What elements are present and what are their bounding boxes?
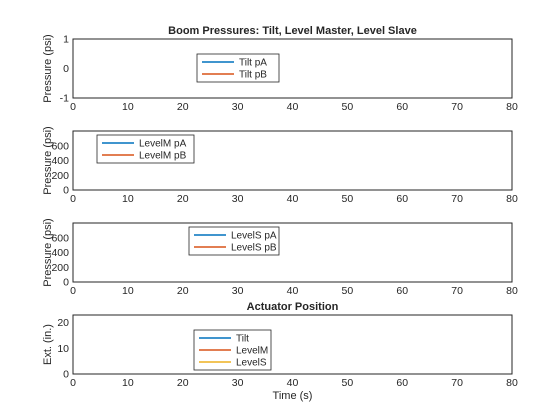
x-tick-label: 10 (122, 377, 134, 389)
y-axis-label: Pressure (psi) (42, 34, 54, 102)
y-axis-label: Pressure (psi) (42, 218, 54, 286)
y-tick-label: 0 (63, 369, 69, 381)
x-tick-label: 80 (506, 377, 518, 389)
x-tick-label: 80 (506, 193, 518, 205)
x-tick-label: 40 (287, 193, 299, 205)
x-tick-label: 10 (122, 101, 134, 113)
axes-box (72, 314, 513, 375)
y-tick-label: -1 (60, 93, 69, 105)
x-tick-label: 40 (287, 377, 299, 389)
x-tick-label: 60 (396, 377, 408, 389)
x-tick-label: 50 (342, 285, 354, 297)
x-tick-label: 80 (506, 101, 518, 113)
x-tick-label: 10 (122, 285, 134, 297)
chart-title: Actuator Position (247, 301, 339, 313)
axes-box (72, 38, 513, 99)
x-tick-label: 20 (177, 193, 189, 205)
legend-entry: Tilt pB (239, 70, 267, 81)
x-tick-label: 0 (70, 193, 76, 205)
y-axis-label: Pressure (psi) (42, 126, 54, 194)
y-tick-label: 1 (63, 34, 69, 46)
x-tick-label: 50 (342, 193, 354, 205)
x-tick-label: 10 (122, 193, 134, 205)
y-axis-label: Ext. (in.) (42, 324, 54, 365)
x-tick-label: 40 (287, 285, 299, 297)
x-tick-label: 70 (451, 285, 463, 297)
legend-entry: LevelS (236, 358, 267, 369)
y-tick-label: 0 (63, 185, 69, 197)
y-tick-label: 0 (63, 277, 69, 289)
x-tick-label: 20 (177, 285, 189, 297)
y-tick-label: 400 (51, 247, 69, 259)
x-tick-label: 30 (232, 101, 244, 113)
x-tick-label: 40 (287, 101, 299, 113)
legend-entry: LevelM (236, 346, 268, 357)
x-tick-label: 0 (70, 285, 76, 297)
legend-box (188, 226, 280, 256)
x-tick-label: 60 (396, 101, 408, 113)
subplot-4: 0 10 20 30 40 50 60 70 80 0 10 20 Actuator Position E… (42, 301, 518, 402)
x-tick-label: 60 (396, 193, 408, 205)
axes-box (72, 222, 513, 283)
x-tick-label: 0 (70, 101, 76, 113)
x-tick-label: 0 (70, 377, 76, 389)
x-tick-label: 50 (342, 377, 354, 389)
x-tick-label: 30 (232, 377, 244, 389)
x-tick-label: 30 (232, 285, 244, 297)
y-tick-label: 200 (51, 262, 69, 274)
legend-box (96, 134, 195, 164)
x-tick-label: 30 (232, 193, 244, 205)
x-tick-label: 20 (177, 377, 189, 389)
legend-entry: Tilt (236, 334, 249, 345)
x-tick-label: 50 (342, 101, 354, 113)
legend-entry: LevelS pA (231, 231, 277, 242)
x-tick-label: 60 (396, 285, 408, 297)
y-tick-label: 400 (51, 155, 69, 167)
y-tick-label: 20 (57, 317, 69, 329)
chart-title: Boom Pressures: Tilt, Level Master, Leve… (168, 25, 417, 37)
x-tick-label: 20 (177, 101, 189, 113)
y-tick-label: 0 (63, 63, 69, 75)
y-tick-label: 600 (51, 232, 69, 244)
y-tick-label: 200 (51, 170, 69, 182)
y-tick-label: 600 (51, 140, 69, 152)
legend-entry: LevelM pA (139, 139, 187, 150)
x-tick-label: 80 (506, 285, 518, 297)
legend-box (196, 53, 280, 83)
x-tick-label: 70 (451, 377, 463, 389)
legend-entry: LevelM pB (139, 151, 187, 162)
x-tick-label: 70 (451, 193, 463, 205)
y-tick-label: 10 (57, 343, 69, 355)
legend-entry: LevelS pB (231, 243, 277, 254)
legend-entry: Tilt pA (239, 58, 267, 69)
x-axis-label: Time (s) (273, 390, 313, 402)
x-tick-label: 70 (451, 101, 463, 113)
